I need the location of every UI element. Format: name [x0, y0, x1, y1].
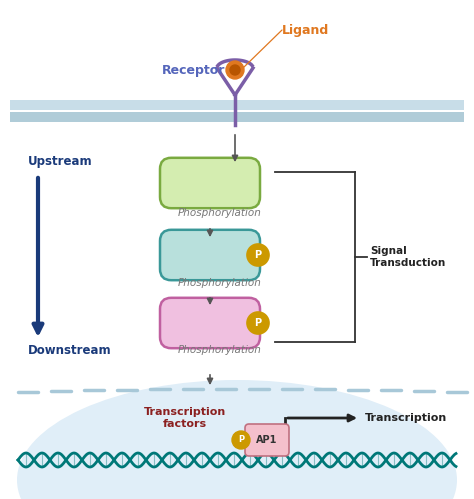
Text: Transcription: Transcription [365, 413, 447, 423]
Text: Upstream: Upstream [28, 155, 92, 168]
Text: Signal
Transduction: Signal Transduction [370, 246, 446, 268]
FancyBboxPatch shape [160, 230, 260, 280]
Circle shape [247, 244, 269, 266]
Text: P: P [255, 318, 262, 328]
Text: P: P [238, 436, 244, 445]
Bar [10, 100, 464, 110]
Ellipse shape [17, 380, 457, 499]
Circle shape [230, 65, 240, 75]
FancyBboxPatch shape [160, 158, 260, 208]
Circle shape [232, 431, 250, 449]
Text: Phosphorylation: Phosphorylation [178, 278, 262, 288]
FancyBboxPatch shape [245, 424, 289, 456]
Text: AP1: AP1 [256, 435, 278, 445]
Text: Phosphorylation: Phosphorylation [178, 208, 262, 218]
Text: P: P [255, 250, 262, 260]
Circle shape [226, 61, 244, 79]
Text: Receptor: Receptor [162, 63, 225, 76]
FancyBboxPatch shape [160, 298, 260, 348]
Text: Downstream: Downstream [28, 344, 111, 357]
Text: Phosphorylation: Phosphorylation [178, 345, 262, 355]
Text: Ligand: Ligand [282, 23, 329, 36]
Text: Transcription
factors: Transcription factors [144, 407, 226, 429]
Bar [10, 112, 464, 122]
Circle shape [247, 312, 269, 334]
